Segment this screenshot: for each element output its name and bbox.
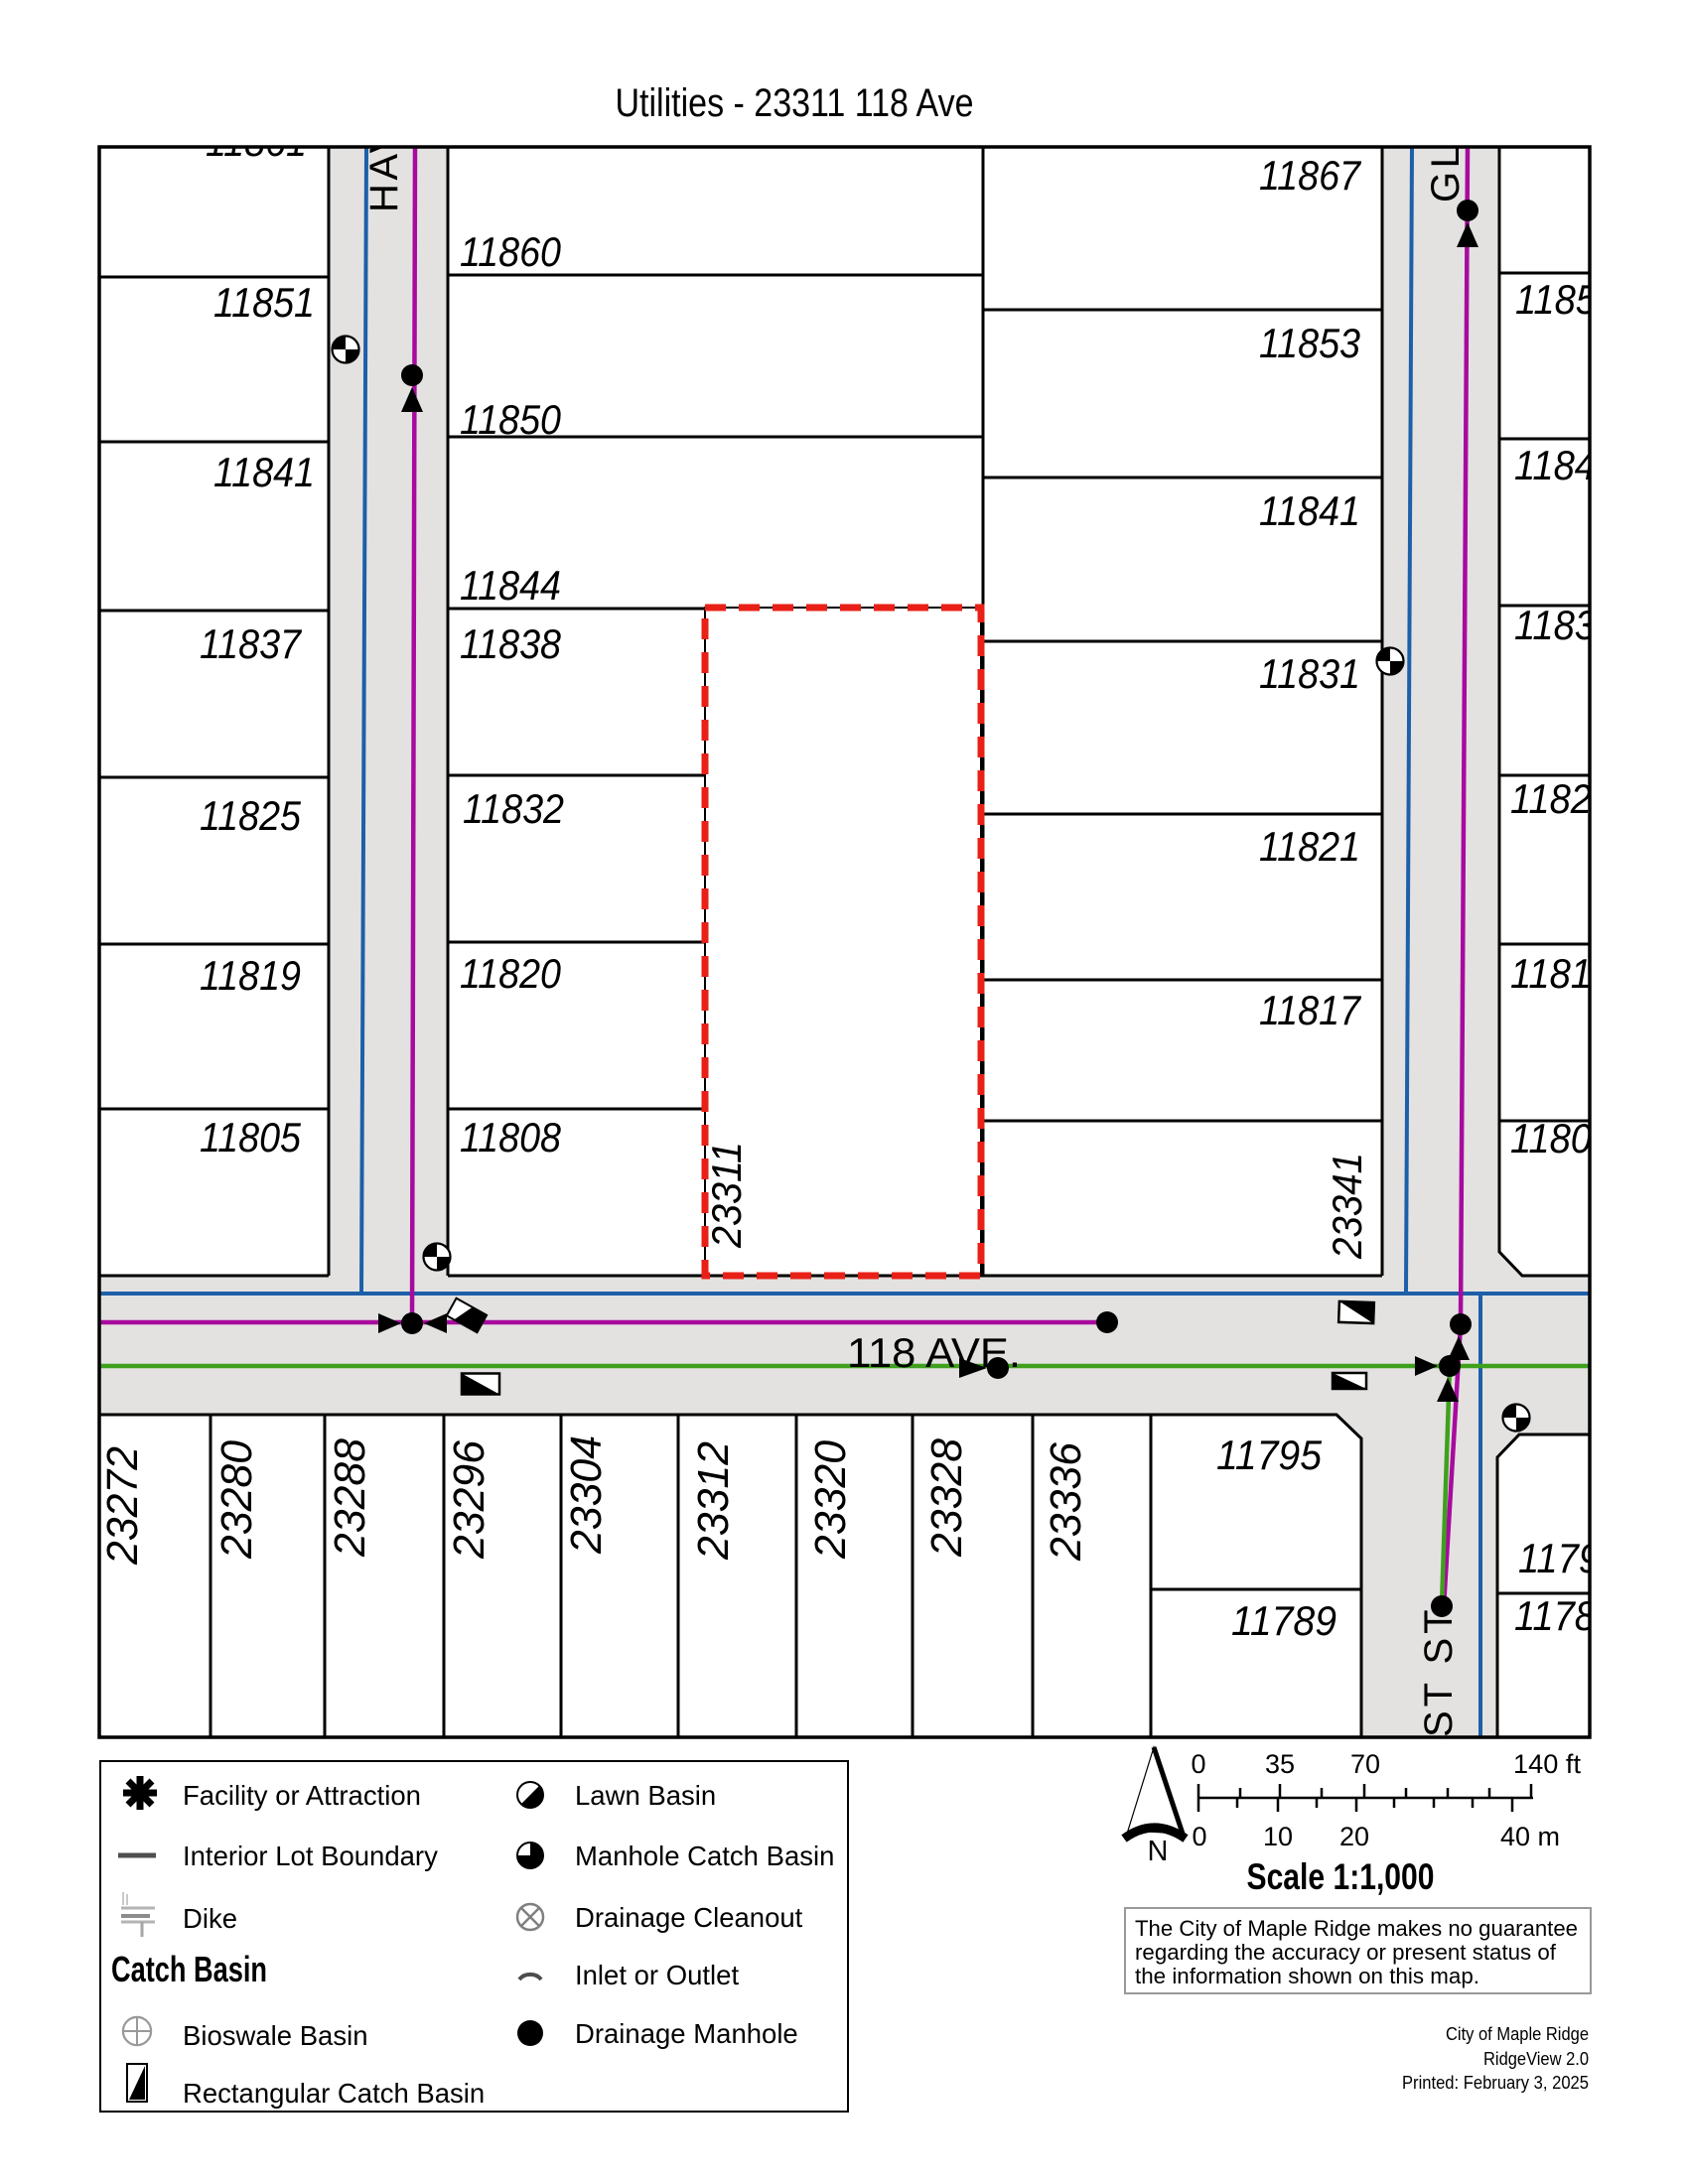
svg-text:11861: 11861	[206, 118, 307, 165]
svg-text:1180: 1180	[1510, 1115, 1593, 1161]
svg-text:23336: 23336	[1042, 1441, 1090, 1561]
svg-text:11837: 11837	[200, 620, 302, 667]
svg-text:Drainage Manhole: Drainage Manhole	[575, 2018, 798, 2049]
svg-text:40 m: 40 m	[1500, 1822, 1560, 1851]
svg-text:11789: 11789	[1231, 1597, 1336, 1644]
svg-text:11841: 11841	[213, 449, 315, 495]
svg-text:23304: 23304	[562, 1435, 611, 1555]
svg-text:11867: 11867	[1259, 152, 1361, 199]
svg-text:HAVEN ST: HAVEN ST	[362, 0, 406, 212]
svg-text:Drainage Cleanout: Drainage Cleanout	[575, 1902, 803, 1933]
svg-text:11853: 11853	[1259, 320, 1360, 366]
svg-text:Catch Basin: Catch Basin	[111, 1949, 267, 1989]
svg-text:1181: 1181	[1510, 950, 1592, 997]
svg-text:0: 0	[1191, 1749, 1205, 1779]
svg-text:23328: 23328	[922, 1437, 971, 1557]
svg-text:140 ft: 140 ft	[1513, 1749, 1581, 1779]
svg-text:Dike: Dike	[183, 1903, 237, 1934]
svg-text:City of Maple Ridge: City of Maple Ridge	[1446, 2023, 1589, 2044]
svg-text:11819: 11819	[200, 952, 301, 999]
svg-text:1184: 1184	[1514, 442, 1596, 488]
svg-text:11850: 11850	[460, 396, 562, 443]
svg-text:70: 70	[1350, 1749, 1380, 1779]
svg-text:0: 0	[1192, 1822, 1206, 1851]
svg-text:RidgeView 2.0: RidgeView 2.0	[1483, 2048, 1589, 2069]
svg-text:10: 10	[1263, 1822, 1293, 1851]
svg-text:23272: 23272	[98, 1446, 147, 1566]
svg-text:Scale 1:1,000: Scale 1:1,000	[1247, 1856, 1435, 1897]
svg-text:11795: 11795	[1216, 1432, 1323, 1478]
svg-text:11851: 11851	[213, 279, 315, 326]
svg-text:GLENHURST ST: GLENHURST ST	[1424, 0, 1468, 203]
svg-text:23341: 23341	[1324, 1153, 1370, 1260]
svg-text:The City of Maple Ridge makes: The City of Maple Ridge makes no guarant…	[1135, 1916, 1578, 1941]
svg-text:23311: 23311	[703, 1142, 750, 1249]
svg-text:Manhole Catch Basin: Manhole Catch Basin	[575, 1841, 834, 1871]
svg-text:23288: 23288	[326, 1437, 374, 1557]
svg-text:Lawn Basin: Lawn Basin	[575, 1780, 716, 1811]
svg-text:Facility or Attraction: Facility or Attraction	[183, 1780, 421, 1811]
svg-text:the information shown on this: the information shown on this map.	[1135, 1964, 1479, 1988]
svg-text:11831: 11831	[1259, 650, 1360, 697]
svg-text:11808: 11808	[460, 1114, 562, 1160]
svg-text:Rectangular Catch Basin: Rectangular Catch Basin	[183, 2078, 485, 2109]
svg-text:1179: 1179	[1518, 1535, 1600, 1581]
svg-text:Interior Lot Boundary: Interior Lot Boundary	[183, 1841, 438, 1871]
svg-text:Utilities - 23311 118 Ave: Utilities - 23311 118 Ave	[616, 81, 974, 125]
svg-text:23296: 23296	[445, 1439, 493, 1559]
svg-text:11838: 11838	[460, 620, 562, 667]
svg-text:11805: 11805	[200, 1114, 302, 1160]
svg-text:regarding the accuracy or pres: regarding the accuracy or present status…	[1135, 1940, 1557, 1965]
svg-text:11817: 11817	[1259, 987, 1361, 1033]
svg-text:Inlet or Outlet: Inlet or Outlet	[575, 1960, 739, 1990]
svg-text:1178: 1178	[1514, 1592, 1597, 1639]
svg-text:11844: 11844	[460, 562, 561, 609]
svg-text:1185: 1185	[1515, 276, 1598, 323]
svg-text:11825: 11825	[200, 792, 302, 839]
svg-text:Bioswale Basin: Bioswale Basin	[183, 2020, 367, 2051]
svg-text:11821: 11821	[1259, 823, 1360, 870]
svg-text:11860: 11860	[460, 228, 562, 275]
svg-text:11832: 11832	[463, 785, 564, 832]
svg-text:23312: 23312	[689, 1441, 738, 1561]
svg-text:Printed: February 3, 2025: Printed: February 3, 2025	[1402, 2072, 1589, 2093]
svg-text:1182: 1182	[1510, 775, 1592, 822]
svg-text:23320: 23320	[806, 1439, 855, 1559]
svg-text:11820: 11820	[460, 950, 562, 997]
svg-text:11841: 11841	[1259, 487, 1360, 534]
svg-text:23280: 23280	[212, 1439, 261, 1559]
svg-text:20: 20	[1339, 1822, 1369, 1851]
svg-text:1183: 1183	[1514, 602, 1596, 648]
svg-text:35: 35	[1265, 1749, 1295, 1779]
svg-text:N: N	[1148, 1836, 1169, 1867]
svg-text:ST ST: ST ST	[1417, 1605, 1461, 1737]
